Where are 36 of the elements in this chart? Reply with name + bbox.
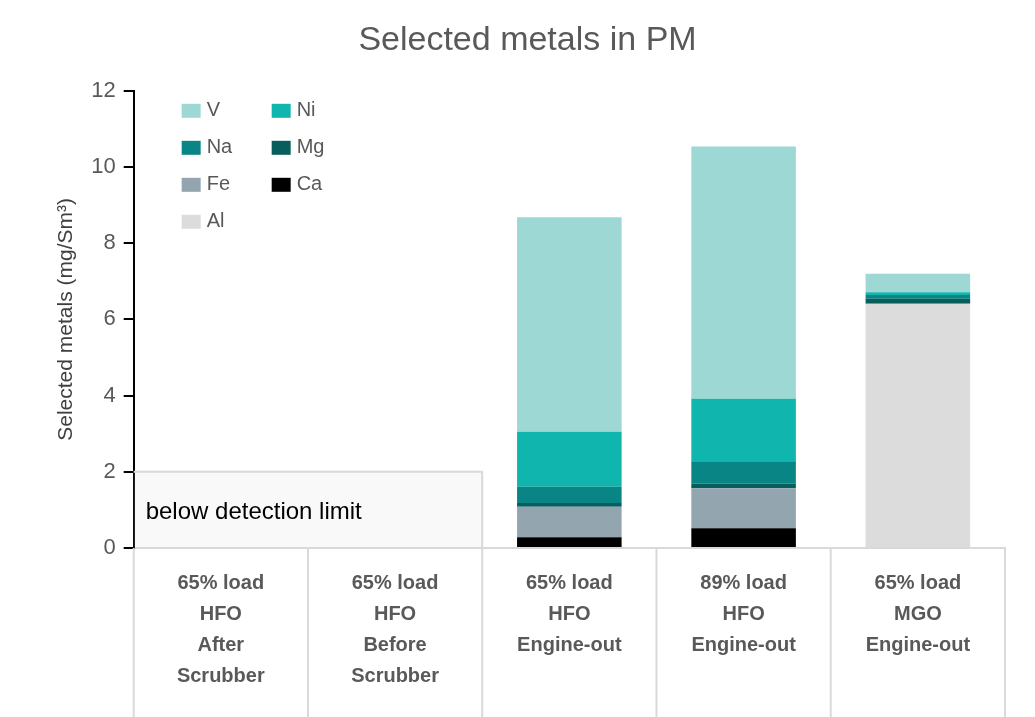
bar	[517, 506, 622, 538]
legend-label: Mg	[296, 135, 325, 158]
y-tick-label: 10	[91, 153, 116, 179]
x-tick-label: 65% load HFO Before Scrubber	[351, 571, 440, 687]
x-tick-label: 65% load HFO After Scrubber	[176, 571, 265, 687]
legend-label: Na	[206, 135, 234, 158]
bar	[691, 528, 796, 547]
x-tick-label: 89% load HFO Engine-out	[691, 571, 797, 656]
y-tick-label: 4	[103, 381, 116, 407]
bar	[517, 503, 622, 507]
bar	[517, 217, 622, 432]
legend-label: Fe	[206, 172, 231, 195]
x-tick-label: 65% load MGO Engine-out	[865, 571, 971, 656]
bar	[865, 298, 971, 304]
bar	[517, 537, 622, 547]
bar	[517, 431, 622, 487]
y-tick-label: 6	[103, 305, 116, 331]
y-tick-label: 2	[103, 457, 116, 483]
bar	[691, 398, 796, 462]
bar	[691, 146, 796, 399]
bar	[691, 488, 796, 529]
x-tick-label: 65% load HFO Engine-out	[517, 571, 622, 656]
chart-title: Selected metals in PM	[358, 18, 697, 57]
y-tick-label: 12	[91, 76, 116, 102]
legend-label: Ni	[296, 98, 316, 121]
y-tick-label: 0	[103, 534, 116, 560]
bar	[865, 295, 971, 299]
legend-label: Al	[206, 209, 225, 232]
bar	[865, 273, 971, 293]
y-tick-label: 8	[103, 229, 116, 255]
band-label: below detection limit	[145, 496, 363, 524]
y-axis-title: Selected metals (mg/Sm³)	[53, 198, 77, 441]
bar	[691, 461, 796, 484]
legend-label: V	[206, 98, 221, 121]
bar	[517, 486, 622, 504]
legend-label: Ca	[296, 172, 324, 195]
